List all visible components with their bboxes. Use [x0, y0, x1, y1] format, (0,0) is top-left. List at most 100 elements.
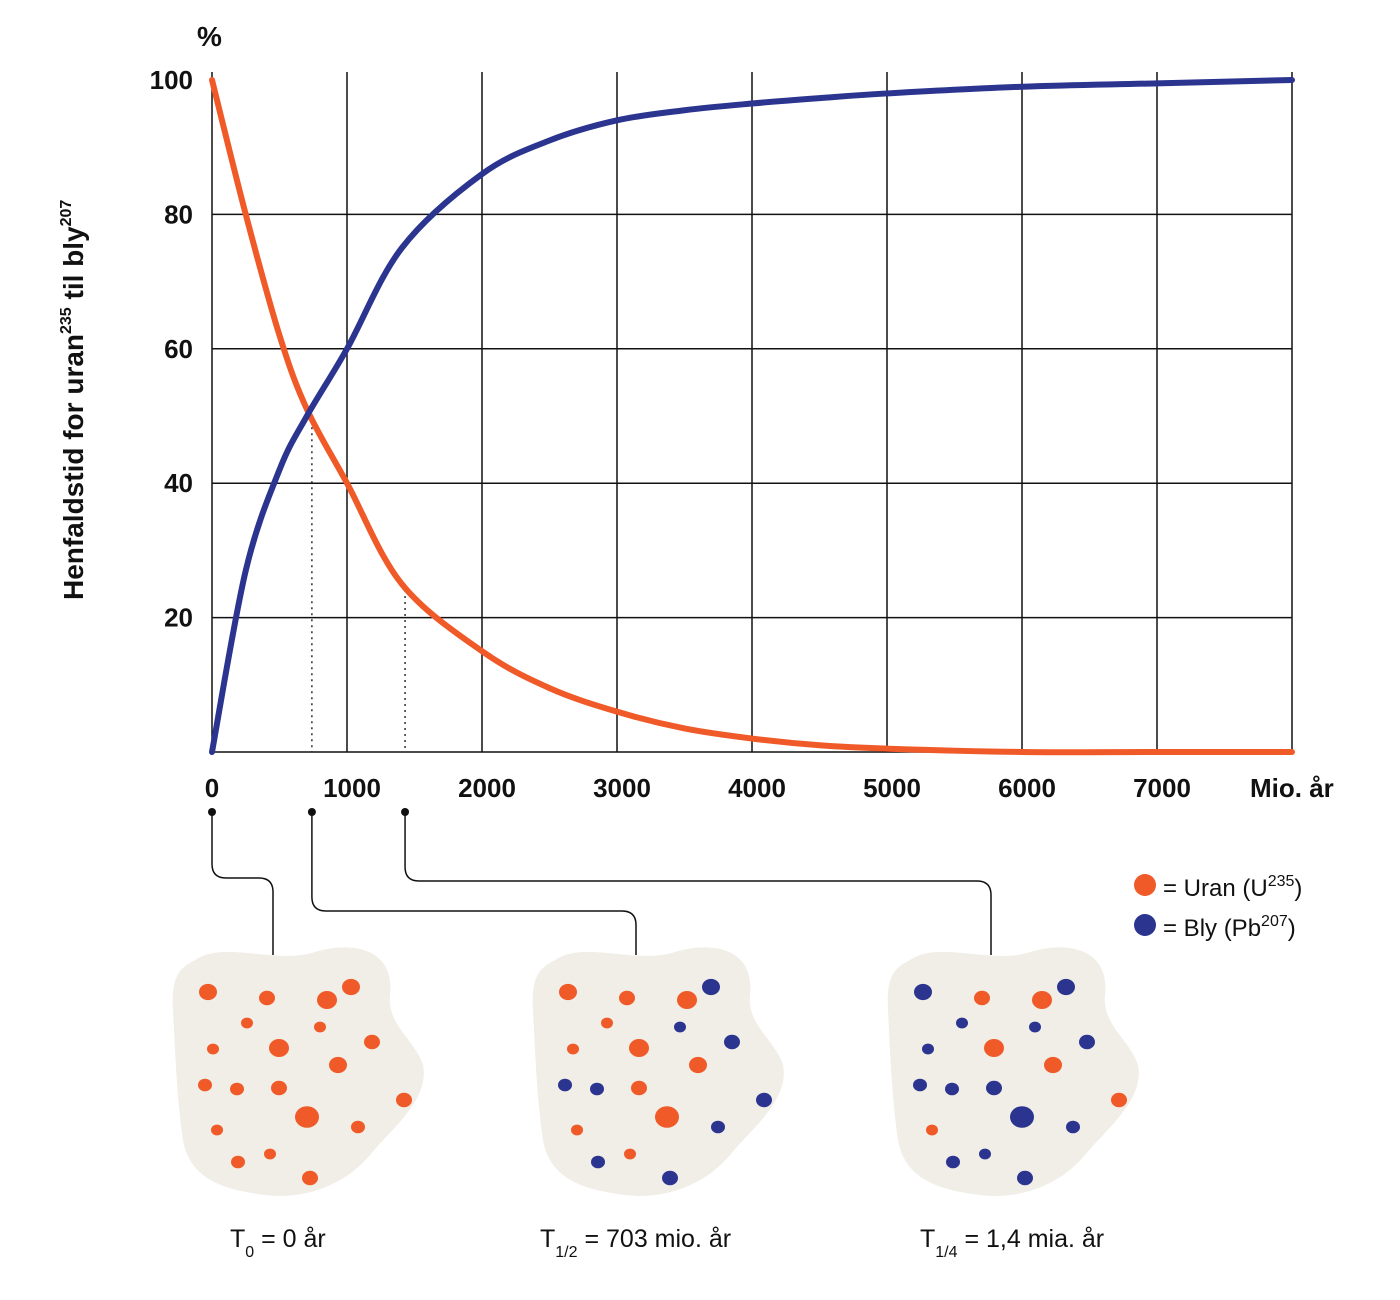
uranium-particle	[396, 1092, 412, 1108]
sample-t-quarter	[887, 947, 1139, 1196]
uranium-particle	[314, 1021, 326, 1033]
sample-connectors	[208, 808, 992, 955]
uranium-particle	[677, 991, 697, 1009]
uranium-particle	[351, 1120, 365, 1134]
uranium-particle	[329, 1056, 347, 1074]
uranium-particle	[655, 1106, 679, 1128]
sample-t0	[172, 947, 424, 1196]
uranium-particle	[317, 991, 337, 1009]
series-line-uran	[209, 77, 1295, 756]
lead-particle	[914, 983, 932, 1001]
lead-particle	[945, 1082, 959, 1096]
x-tick-label: 1000	[323, 773, 381, 803]
lead-particle	[979, 1148, 991, 1160]
grid	[211, 72, 1293, 753]
lead-particle	[913, 1078, 927, 1092]
uranium-particle	[199, 983, 217, 1001]
connector-line-0	[211, 812, 274, 955]
uranium-particle	[629, 1039, 649, 1057]
uranium-particle	[984, 1039, 1004, 1057]
x-tick-label: 3000	[593, 773, 651, 803]
legend: = Uran (U235) = Bly (Pb207)	[1134, 873, 1302, 942]
uranium-particle	[231, 1155, 245, 1169]
legend-bly-swatch	[1134, 914, 1156, 936]
uranium-particle	[559, 983, 577, 1001]
uranium-particle	[1044, 1056, 1062, 1074]
y-tick-label: 60	[164, 334, 193, 364]
uranium-particle	[567, 1043, 579, 1055]
x-tick-label: 2000	[458, 773, 516, 803]
x-tick-label: 5000	[863, 773, 921, 803]
legend-bly-label: = Bly (Pb207)	[1163, 913, 1296, 942]
uranium-particle	[241, 1017, 253, 1029]
y-axis-label: Henfaldstid for uran235 til bly207	[58, 200, 89, 600]
uranium-particle	[624, 1148, 636, 1160]
uranium-particle	[631, 1080, 647, 1096]
caption-t-quarter: T1/4 = 1,4 mia. år	[920, 1225, 1104, 1261]
uranium-particle	[264, 1148, 276, 1160]
lead-particle	[724, 1034, 740, 1050]
y-tick-label: 80	[164, 199, 193, 229]
uranium-particle	[689, 1056, 707, 1074]
uranium-particle	[1032, 991, 1052, 1009]
lead-particle	[922, 1043, 934, 1055]
sample-blob	[172, 947, 424, 1196]
uranium-particle	[207, 1043, 219, 1055]
y-tick-label: 40	[164, 468, 193, 498]
lead-particle	[1079, 1034, 1095, 1050]
x-tick-label: 7000	[1133, 773, 1191, 803]
uranium-particle	[211, 1124, 223, 1136]
x-tick-label: 0	[205, 773, 219, 803]
lead-particle	[558, 1078, 572, 1092]
lead-particle	[711, 1120, 725, 1134]
legend-uran-label: = Uran (U235)	[1163, 873, 1302, 902]
lead-particle	[1010, 1106, 1034, 1128]
lead-particle	[986, 1080, 1002, 1096]
sample-t-half	[532, 947, 784, 1196]
lead-particle	[702, 978, 720, 996]
legend-uran-swatch	[1134, 874, 1156, 896]
x-axis-label: Mio. år	[1250, 773, 1334, 803]
y-unit-label: %	[197, 21, 222, 52]
x-tick-label: 6000	[998, 773, 1056, 803]
uranium-particle	[269, 1039, 289, 1057]
uranium-particle	[364, 1034, 380, 1050]
uranium-particle	[302, 1170, 318, 1186]
axis-ticks: 0 1000 2000 3000 4000 5000 6000 7000 20 40 60 80 100	[150, 65, 1191, 803]
caption-t-half: T1/2 = 703 mio. år	[540, 1225, 731, 1261]
y-tick-label: 20	[164, 603, 193, 633]
lead-particle	[756, 1092, 772, 1108]
lead-particle	[956, 1017, 968, 1029]
lead-particle	[1057, 978, 1075, 996]
lead-particle	[590, 1082, 604, 1096]
lead-particle	[946, 1155, 960, 1169]
uranium-particle	[342, 978, 360, 996]
uranium-particle	[974, 990, 990, 1006]
uranium-particle	[926, 1124, 938, 1136]
x-tick-label: 4000	[728, 773, 786, 803]
lead-particle	[591, 1155, 605, 1169]
lead-particle	[1066, 1120, 1080, 1134]
caption-t0: T0 = 0 år	[230, 1225, 326, 1261]
uranium-particle	[198, 1078, 212, 1092]
uranium-particle	[619, 990, 635, 1006]
lead-particle	[674, 1021, 686, 1033]
lead-particle	[662, 1170, 678, 1186]
sample-blob	[532, 947, 784, 1196]
series-lines	[209, 77, 1295, 756]
half-life-guides	[311, 409, 406, 752]
series-line-bly	[209, 77, 1295, 755]
sample-blob	[887, 947, 1139, 1196]
connector-line-2	[404, 812, 992, 955]
lead-particle	[1017, 1170, 1033, 1186]
connector-line-1	[311, 812, 637, 955]
uranium-particle	[571, 1124, 583, 1136]
y-tick-label: 100	[150, 65, 193, 95]
uranium-particle	[230, 1082, 244, 1096]
samples	[172, 947, 1139, 1196]
uranium-particle	[271, 1080, 287, 1096]
lead-particle	[1029, 1021, 1041, 1033]
uranium-particle	[601, 1017, 613, 1029]
uranium-particle	[1111, 1092, 1127, 1108]
